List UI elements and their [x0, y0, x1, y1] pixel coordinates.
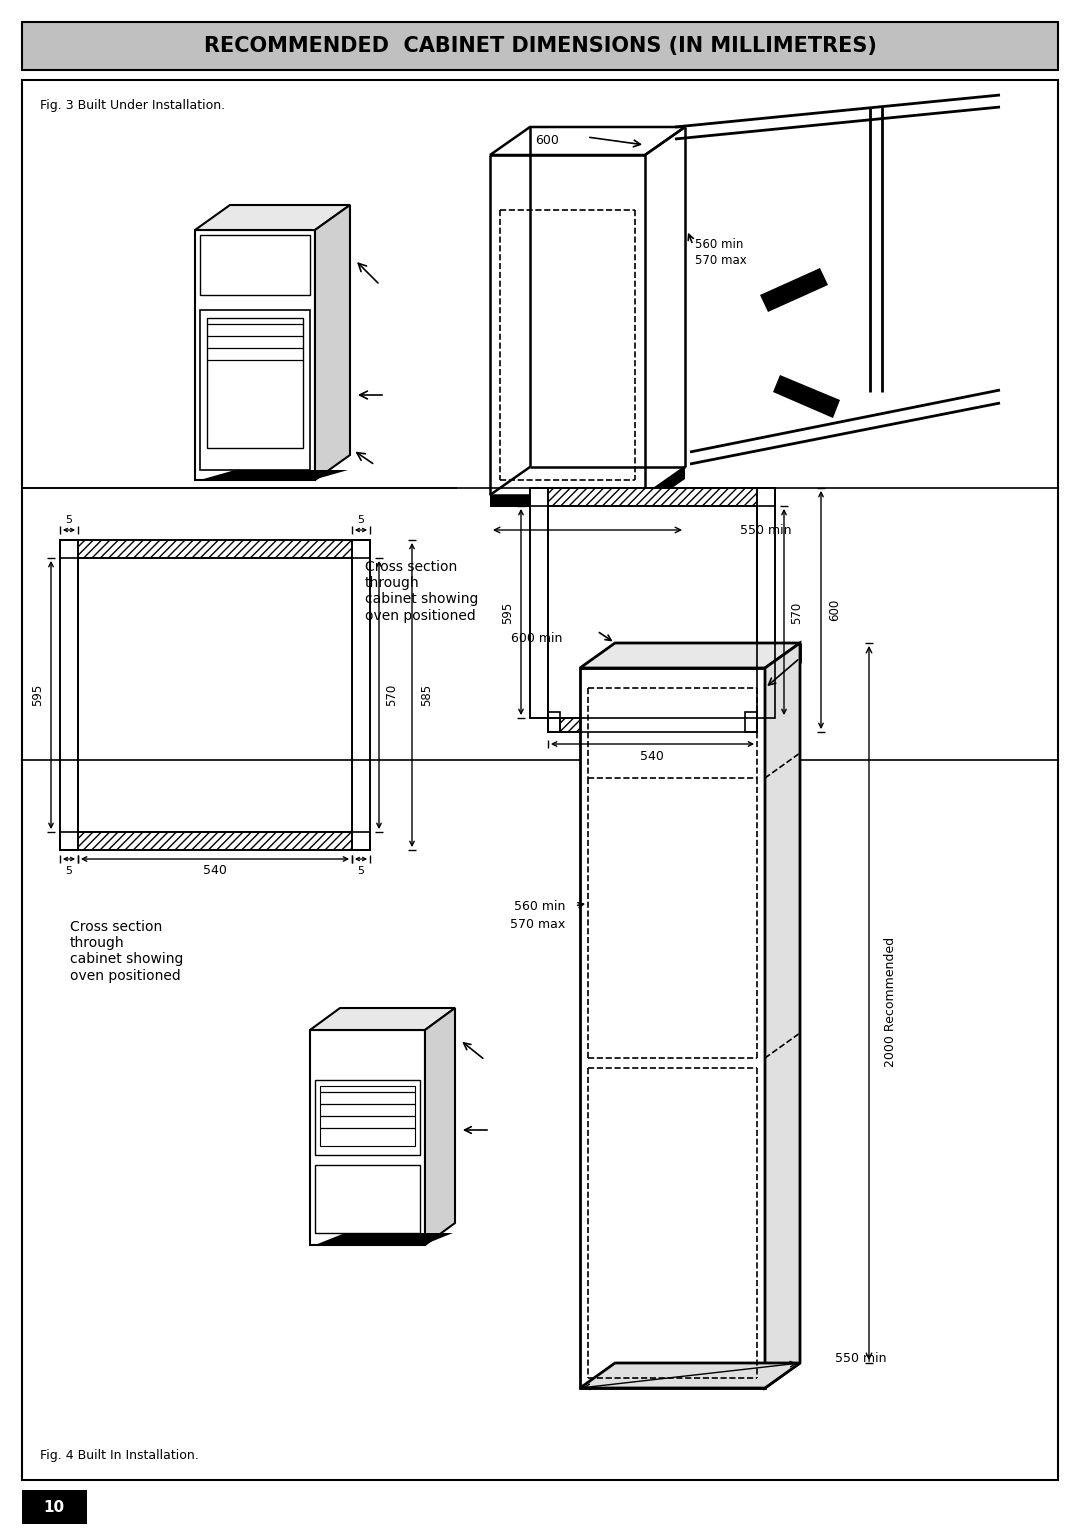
Bar — [757, 487, 775, 718]
Bar — [315, 1164, 420, 1233]
Bar — [530, 487, 775, 506]
Bar — [352, 539, 370, 850]
Text: 550 min: 550 min — [740, 524, 792, 536]
Bar — [548, 506, 757, 718]
Bar — [315, 1080, 420, 1155]
Bar — [548, 712, 561, 732]
Polygon shape — [580, 643, 800, 668]
Bar — [530, 487, 548, 718]
Bar — [78, 558, 352, 833]
Bar — [200, 235, 310, 295]
Bar — [530, 487, 548, 718]
Polygon shape — [315, 205, 350, 480]
Polygon shape — [580, 1363, 800, 1387]
Polygon shape — [773, 374, 840, 419]
Text: 595: 595 — [501, 602, 514, 623]
Polygon shape — [765, 643, 800, 1387]
Bar — [60, 539, 370, 558]
Polygon shape — [490, 495, 645, 507]
Bar — [207, 318, 303, 448]
Bar — [22, 1490, 87, 1523]
Text: 600 min: 600 min — [511, 631, 562, 645]
Bar — [200, 310, 310, 471]
Text: 570: 570 — [386, 685, 399, 706]
Bar — [60, 833, 370, 850]
Text: 540: 540 — [203, 865, 227, 877]
Bar — [320, 1086, 415, 1146]
Text: 550 min: 550 min — [835, 1351, 887, 1365]
Polygon shape — [195, 205, 350, 231]
Polygon shape — [490, 127, 685, 154]
Polygon shape — [580, 668, 765, 1387]
Text: 560 min: 560 min — [696, 238, 743, 252]
Text: Cross section
through
cabinet showing
oven positioned: Cross section through cabinet showing ov… — [365, 559, 478, 622]
Bar — [60, 833, 370, 850]
Text: Fig. 4 Built In Installation.: Fig. 4 Built In Installation. — [40, 1449, 199, 1461]
Text: 540: 540 — [640, 750, 664, 764]
Polygon shape — [426, 1008, 455, 1245]
Polygon shape — [645, 468, 685, 507]
Text: 5: 5 — [357, 515, 365, 526]
Text: 5: 5 — [66, 866, 72, 876]
Text: 5: 5 — [357, 866, 365, 876]
Bar — [22, 21, 1058, 70]
Text: 600: 600 — [535, 133, 559, 147]
Bar — [757, 487, 775, 718]
Text: 595: 595 — [31, 685, 44, 706]
Text: RECOMMENDED  CABINET DIMENSIONS (IN MILLIMETRES): RECOMMENDED CABINET DIMENSIONS (IN MILLI… — [203, 37, 877, 57]
Text: 570 max: 570 max — [510, 917, 565, 931]
Polygon shape — [200, 471, 348, 480]
Bar — [60, 539, 78, 850]
Text: 570: 570 — [791, 602, 804, 623]
Text: 560 min: 560 min — [514, 900, 565, 912]
Bar — [548, 718, 757, 732]
Bar — [352, 539, 370, 850]
Text: Cross section
through
cabinet showing
oven positioned: Cross section through cabinet showing ov… — [70, 920, 184, 983]
Polygon shape — [310, 1008, 455, 1030]
Bar — [530, 487, 775, 506]
Polygon shape — [315, 1233, 453, 1245]
Bar — [745, 712, 757, 732]
Polygon shape — [760, 267, 828, 312]
Bar — [548, 718, 757, 732]
Text: 600: 600 — [828, 599, 841, 620]
Text: 585: 585 — [420, 685, 433, 706]
Text: 5: 5 — [66, 515, 72, 526]
Text: 10: 10 — [43, 1499, 65, 1514]
Bar — [548, 712, 561, 732]
Text: 2000 Recommended: 2000 Recommended — [885, 937, 897, 1067]
Text: 570 max: 570 max — [696, 254, 746, 266]
Polygon shape — [195, 231, 315, 480]
Bar — [745, 712, 757, 732]
Bar — [60, 539, 78, 850]
Bar — [60, 539, 370, 558]
Text: Fig. 3 Built Under Installation.: Fig. 3 Built Under Installation. — [40, 98, 225, 112]
Polygon shape — [310, 1030, 426, 1245]
